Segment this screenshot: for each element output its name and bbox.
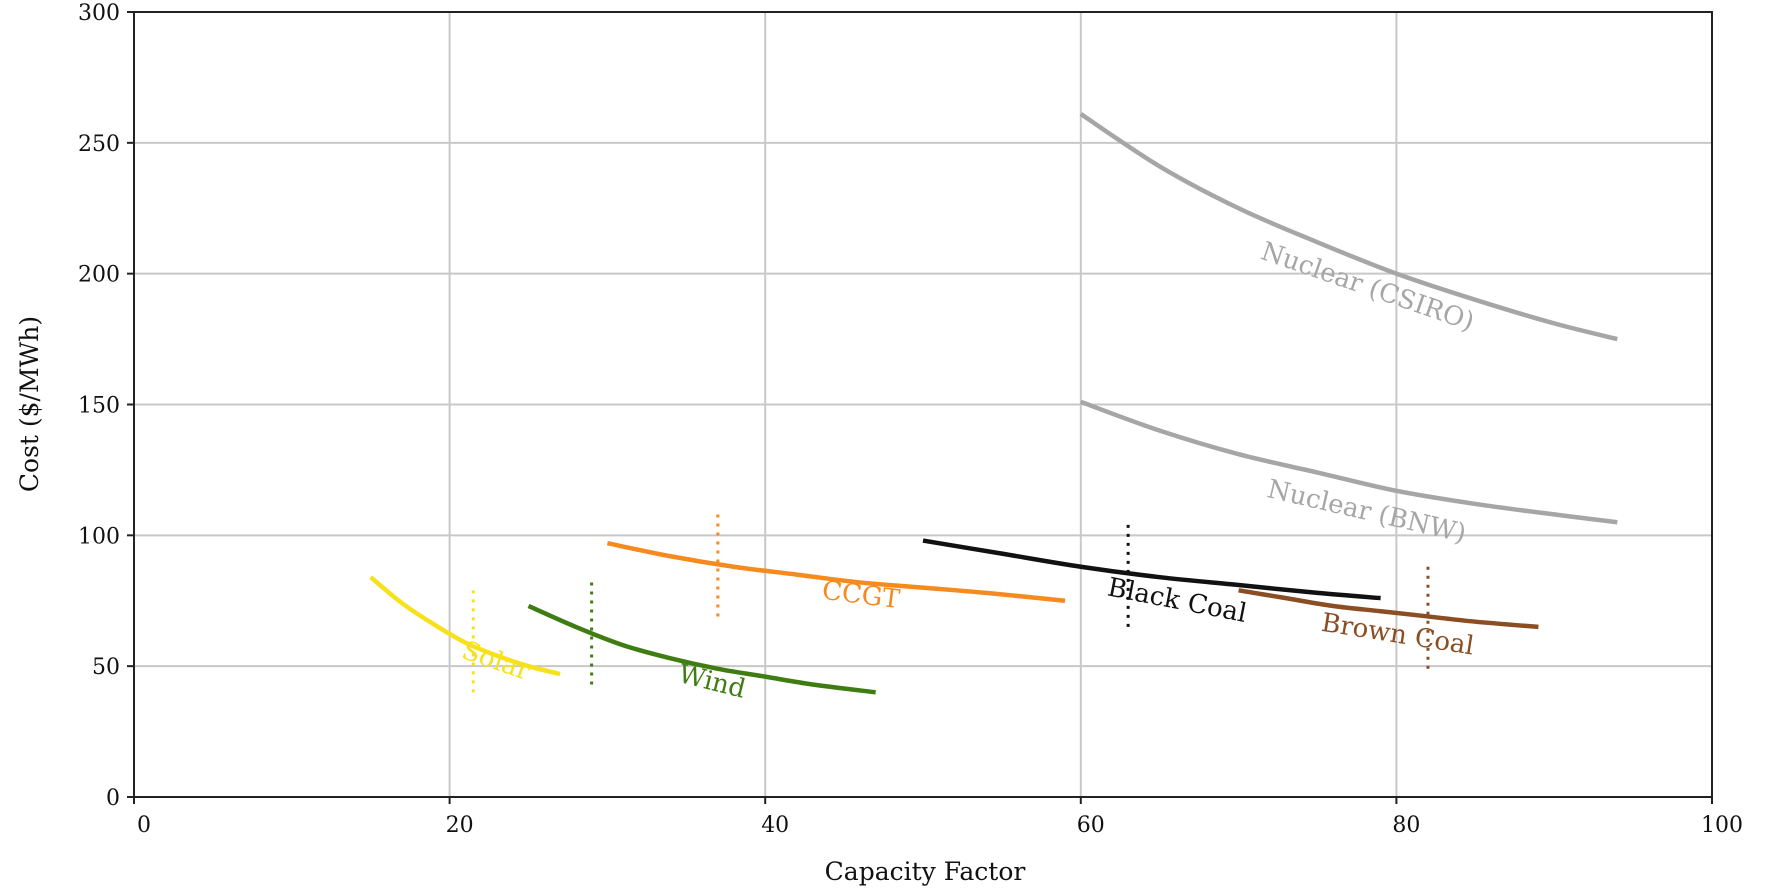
y-axis-title: Cost ($/MWh) [15,316,44,492]
x-tick-label: 20 [446,813,474,838]
series-line-brown-coal [1238,588,1539,630]
x-tick-label: 80 [1392,813,1420,838]
x-tick-label: 100 [1701,813,1743,838]
y-tick-label: 200 [78,263,120,288]
axis-ticks: 0 20 40 60 80 100 0 50 100 150 200 250 300 [78,1,1743,838]
y-tick-label: 150 [78,394,120,419]
series-line-nuclear-csiro [1079,112,1618,342]
series-line-nuclear-bnw [1080,399,1618,525]
grid-lines [133,11,1713,798]
y-tick-label: 300 [78,1,120,26]
series-curves [369,112,1618,695]
series-label-brown-coal: Brown Coal [1319,608,1476,662]
series-line-solar [369,575,561,677]
series-label-nuclear-csiro: Nuclear (CSIRO) [1257,237,1478,338]
y-tick-label: 50 [92,655,120,680]
series-line-black-coal [922,538,1381,601]
series-label-ccgt: CCGT [820,576,902,615]
y-tick-label: 100 [78,524,120,549]
series-line-wind [527,603,876,695]
series-label-solar: Solar [458,636,534,687]
x-axis-title: Capacity Factor [825,857,1026,886]
y-tick-label: 250 [78,132,120,157]
x-tick-label: 40 [761,813,789,838]
x-tick-label: 60 [1077,813,1105,838]
x-tick-label: 0 [137,813,151,838]
series-line-ccgt [606,540,1066,603]
y-tick-label: 0 [106,786,120,811]
